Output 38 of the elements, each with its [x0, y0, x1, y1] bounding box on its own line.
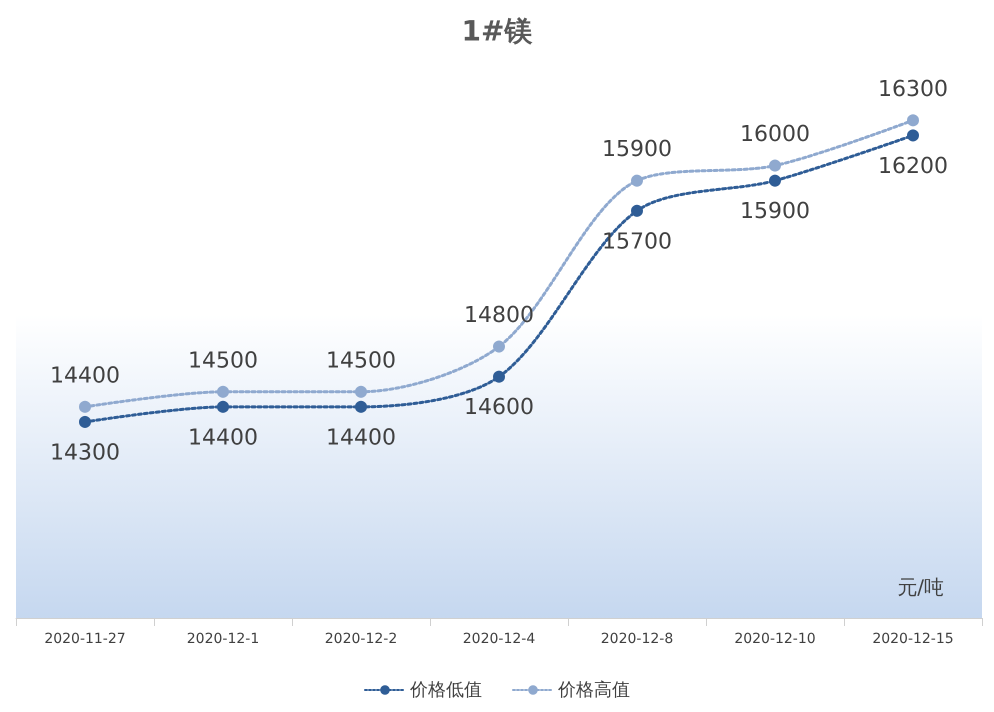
y-axis-title: 元/吨 — [897, 575, 944, 599]
point — [79, 416, 91, 428]
data-label: 16000 — [740, 122, 810, 148]
data-label: 14500 — [188, 348, 258, 374]
point — [631, 204, 643, 217]
legend-label: 价格低值 — [409, 680, 482, 700]
x-tick-label: 2020-12-15 — [872, 631, 954, 647]
point — [355, 400, 367, 413]
legend-label: 价格高值 — [557, 680, 630, 700]
point — [493, 370, 505, 383]
point — [217, 400, 229, 413]
data-label: 14400 — [188, 425, 258, 450]
data-label: 14400 — [326, 425, 396, 450]
data-label: 15900 — [602, 137, 672, 162]
data-label: 14400 — [50, 363, 120, 388]
point — [493, 340, 505, 353]
point — [769, 160, 781, 172]
x-tick-label: 2020-11-27 — [44, 631, 126, 647]
point — [907, 114, 919, 126]
data-label: 15700 — [602, 229, 672, 254]
data-label: 14600 — [464, 395, 534, 420]
point — [355, 386, 367, 398]
point — [79, 400, 91, 413]
point — [907, 129, 919, 142]
chart-title: 1#镁 — [462, 14, 534, 48]
point — [769, 174, 781, 187]
data-label: 16300 — [878, 76, 948, 102]
x-tick-label: 2020-12-10 — [734, 631, 816, 647]
point — [217, 386, 229, 398]
data-label: 14500 — [326, 348, 396, 374]
x-tick-label: 2020-12-8 — [600, 631, 674, 647]
data-label: 15900 — [740, 199, 810, 224]
x-tick-label: 2020-12-2 — [324, 631, 398, 647]
point — [631, 174, 643, 187]
data-label: 16200 — [878, 154, 948, 179]
data-label: 14300 — [50, 440, 120, 466]
x-tick-label: 2020-12-1 — [186, 631, 260, 647]
x-tick-label: 2020-12-4 — [462, 631, 536, 647]
